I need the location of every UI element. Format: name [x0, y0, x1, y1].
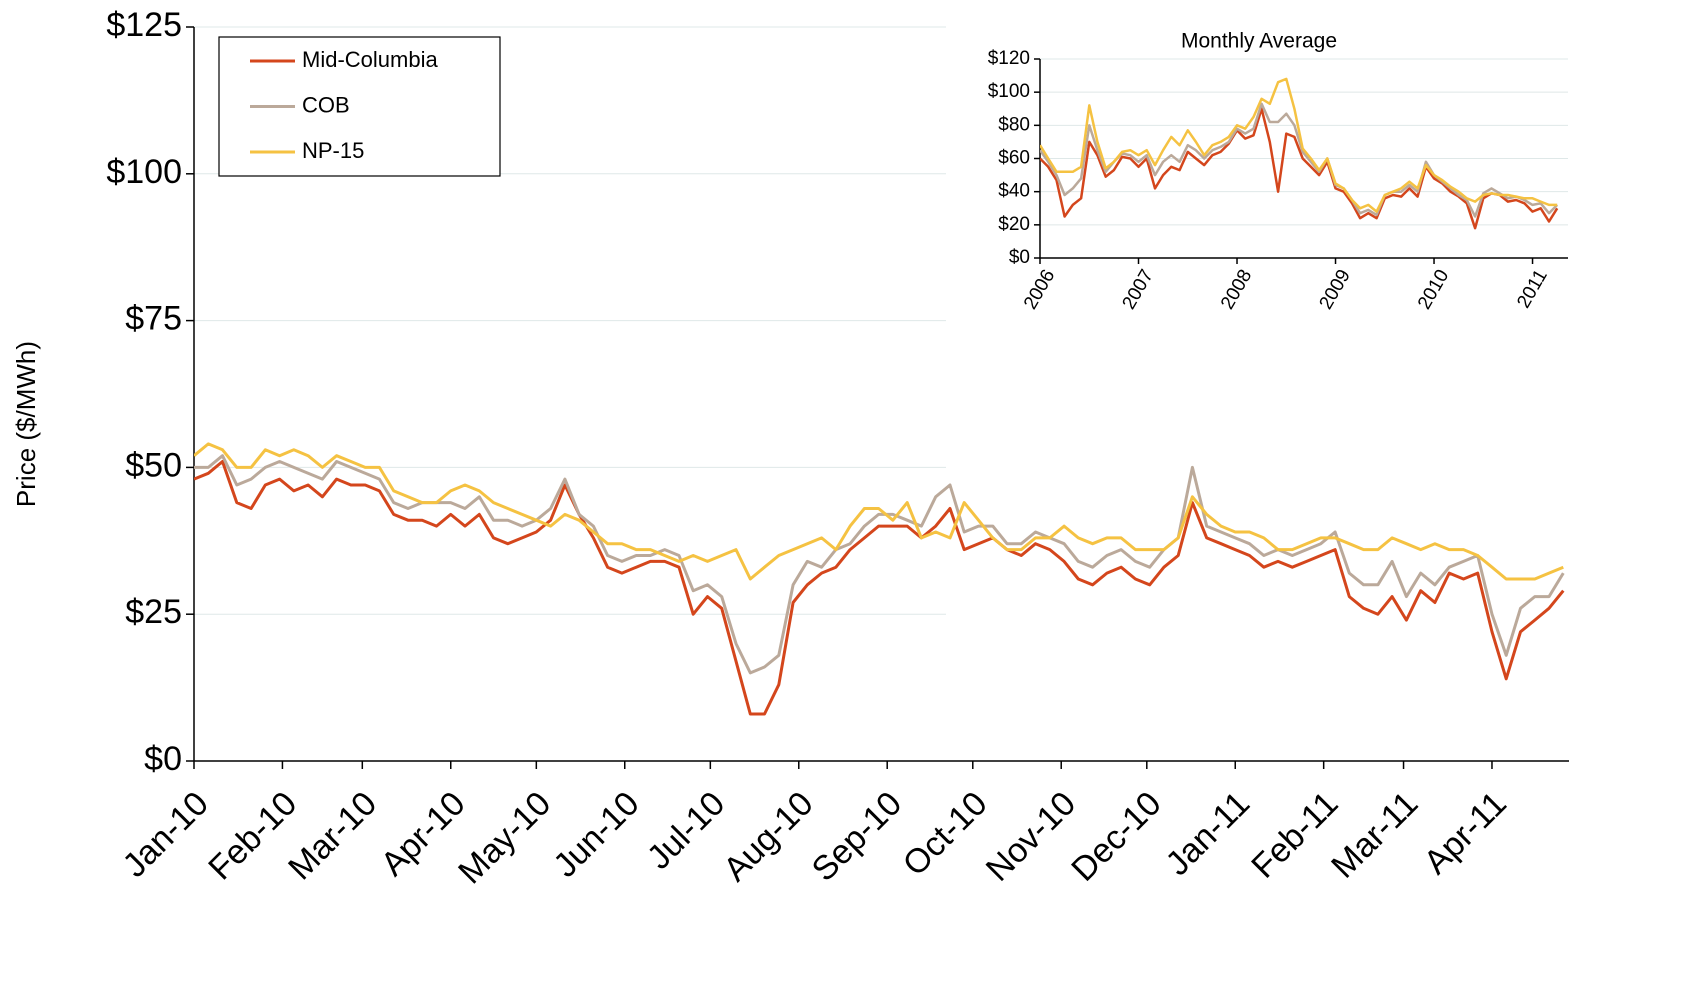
y-tick-label: $75 — [125, 300, 182, 338]
series-line — [194, 442, 1564, 581]
y-tick-label: $50 — [125, 446, 182, 484]
legend-label: Mid-Columbia — [302, 47, 438, 72]
series-line — [1040, 77, 1558, 213]
y-tick-label: $125 — [106, 6, 182, 44]
legend-label: NP-15 — [302, 138, 364, 163]
y-tick-label: $0 — [1009, 247, 1030, 268]
plot-lines — [1040, 77, 1559, 230]
x-tick-label: Mar-11 — [1324, 784, 1425, 885]
x-tick-label: Jan-11 — [1159, 784, 1258, 883]
y-tick-label: $100 — [988, 81, 1030, 102]
chart-title: Monthly Average — [1181, 30, 1337, 53]
series-line — [194, 454, 1565, 675]
y-tick-label: $20 — [998, 214, 1030, 235]
y-tick-label: $120 — [988, 48, 1030, 69]
x-tick-label: Apr-11 — [1417, 784, 1514, 881]
x-tick-label: Oct-10 — [896, 784, 995, 883]
y-tick-label: $40 — [998, 181, 1030, 202]
x-tick-label: Aug-10 — [716, 784, 820, 888]
y-tick-label: $0 — [144, 740, 182, 778]
y-tick-label: $60 — [998, 148, 1030, 169]
y-tick-label: $80 — [998, 114, 1030, 135]
x-tick-label: Nov-10 — [979, 784, 1083, 888]
x-tick-label: Jun-10 — [546, 784, 646, 884]
y-axis-label: Price ($/MWh) — [11, 341, 41, 507]
legend-label: COB — [302, 92, 350, 117]
x-tick-label: Feb-11 — [1244, 784, 1345, 885]
series-line — [194, 460, 1565, 716]
x-tick-label: Jan-10 — [116, 784, 216, 884]
y-tick-label: $100 — [106, 153, 182, 191]
x-tick-label: Sep-10 — [805, 784, 909, 888]
plot-lines — [194, 442, 1565, 716]
y-tick-label: $25 — [125, 593, 182, 631]
x-tick-label: May-10 — [451, 784, 558, 891]
x-tick-label: Feb-10 — [201, 784, 304, 887]
series-line — [1040, 107, 1559, 230]
series-line — [1040, 102, 1559, 218]
x-tick-label: Dec-10 — [1064, 784, 1168, 888]
x-tick-label: Mar-10 — [281, 784, 384, 887]
